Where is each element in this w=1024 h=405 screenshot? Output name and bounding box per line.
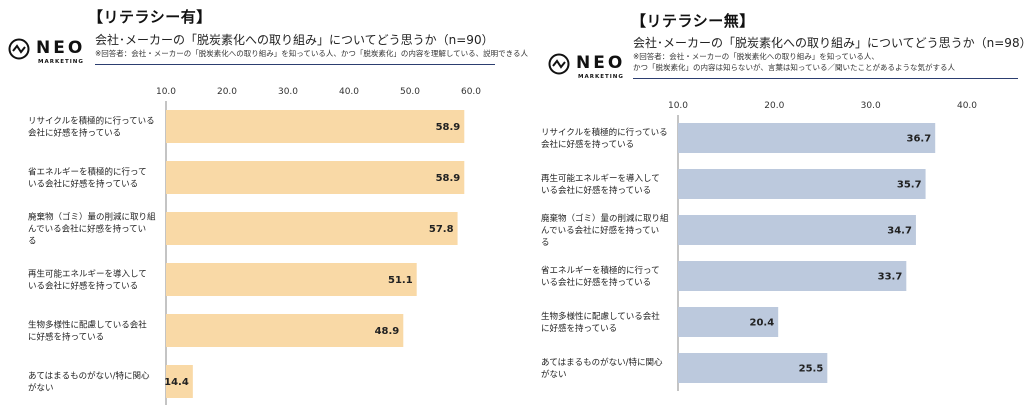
logo-brand: NEO: [36, 38, 86, 58]
data-label: 36.7: [907, 134, 932, 145]
bar: [166, 314, 404, 347]
bar: [166, 365, 193, 398]
question-text: 会社･メーカーの「脱炭素化への取り組み」についてどう思うか（n=90）: [95, 33, 494, 47]
bar: [166, 212, 458, 245]
logo-sub: MARKETING: [578, 74, 624, 80]
data-label: 58.9: [436, 122, 461, 133]
category-label: 廃棄物（ゴミ）量の削減に取り組: [28, 212, 156, 223]
x-tick-label: 30.0: [278, 87, 298, 97]
x-tick-label: 40.0: [957, 101, 977, 111]
category-label: いる会社に好感を持っている: [541, 277, 651, 288]
category-label: んでいる会社に好感を持ってい: [28, 224, 146, 235]
chart-panel-non-literate: 【リテラシー無】 NEO MARKETING 会社･メーカーの「脱炭素化への取り…: [512, 0, 1024, 405]
logo-sub: MARKETING: [38, 59, 84, 65]
x-tick-label: 50.0: [400, 87, 420, 97]
category-label: リサイクルを積極的に行っている: [541, 127, 668, 138]
x-tick-label: 60.0: [461, 87, 481, 97]
category-label: 生物多様性に配慮している会社: [28, 320, 147, 331]
category-label: 会社に好感を持っている: [28, 128, 121, 139]
respondent-note: ※回答者：会社・メーカーの「脱炭素化への取り組み」を知っている人、かつ「脱炭素化…: [95, 49, 529, 58]
category-label: いる会社に好感を持っている: [541, 185, 651, 196]
logo-mark-icon: [548, 53, 570, 75]
category-label: 再生可能エネルギーを導入して: [28, 269, 147, 280]
x-tick-label: 20.0: [217, 87, 237, 97]
logo-brand: NEO: [576, 53, 626, 73]
category-label: んでいる会社に好感を持ってい: [541, 225, 659, 236]
data-label: 25.5: [799, 364, 824, 375]
chart-panel-literate: 【リテラシー有】 NEO MARKETING 会社･メーカーの「脱炭素化への取り…: [8, 8, 528, 405]
respondent-note-line-1: ※回答者：会社・メーカーの「脱炭素化への取り組み」を知っている人、: [633, 52, 879, 61]
section-title: 【リテラシー無】: [631, 12, 755, 30]
data-label: 48.9: [375, 326, 400, 337]
x-tick-label: 20.0: [764, 101, 784, 111]
bar: [678, 307, 779, 337]
data-label: 58.9: [436, 173, 461, 184]
header-rule: [633, 78, 1018, 79]
category-label: あてはまるものがない/特に関心: [541, 357, 663, 368]
data-label: 57.8: [429, 224, 454, 235]
bar: [678, 123, 936, 153]
bar-chart-literate: 10.0 20.0 30.0 40.0 50.0 60.0 58.9 リサイクルを積極的に行っ…: [28, 87, 481, 405]
bar: [166, 110, 465, 143]
data-label: 51.1: [388, 275, 413, 286]
bar: [166, 161, 465, 194]
x-tick-label: 10.0: [668, 101, 688, 111]
category-label: る: [541, 238, 550, 248]
category-label: 再生可能エネルギーを導入して: [541, 173, 660, 184]
bar: [678, 261, 907, 291]
x-tick-label: 10.0: [156, 87, 176, 97]
category-label: 会社に好感を持っている: [541, 139, 634, 150]
category-label: がない: [28, 383, 54, 394]
data-label: 34.7: [887, 226, 912, 237]
respondent-note-line-2: かつ「脱炭素化」の内容は知らないが、言葉は知っている／聞いたことがあるような気が…: [633, 63, 955, 72]
data-label: 35.7: [897, 180, 922, 191]
category-label: に好感を持っている: [28, 332, 104, 343]
data-label: 20.4: [749, 318, 774, 329]
category-label: リサイクルを積極的に行っている: [28, 116, 155, 127]
category-label: がない: [541, 369, 567, 380]
category-label: 廃棄物（ゴミ）量の削減に取り組: [541, 213, 669, 224]
category-label: 生物多様性に配慮している会社: [541, 311, 660, 322]
bar-chart-non-literate: 10.0 20.0 30.0 40.0 36.7 リサイクルを積極的に行っている会社に好感…: [541, 101, 977, 391]
category-label: いる会社に好感を持っている: [28, 281, 138, 292]
question-text: 会社･メーカーの「脱炭素化への取り組み」についてどう思うか（n=98）: [633, 36, 1024, 50]
bar: [678, 353, 828, 383]
x-tick-label: 30.0: [861, 101, 881, 111]
category-label: 省エネルギーを積極的に行って: [541, 265, 660, 276]
category-label: あてはまるものがない/特に関心: [28, 371, 150, 382]
bar: [678, 169, 926, 199]
header-rule: [95, 64, 495, 65]
category-label: る: [28, 237, 37, 247]
data-label: 33.7: [878, 272, 903, 283]
bar: [678, 215, 916, 245]
section-title: 【リテラシー有】: [88, 8, 212, 26]
bar: [166, 263, 417, 296]
logo-mark-icon: [8, 38, 30, 60]
category-label: いる会社に好感を持っている: [28, 179, 138, 190]
x-tick-label: 40.0: [339, 87, 359, 97]
data-label: 14.4: [164, 377, 189, 388]
category-label: 省エネルギーを積極的に行って: [28, 167, 147, 178]
category-label: に好感を持っている: [541, 323, 617, 334]
